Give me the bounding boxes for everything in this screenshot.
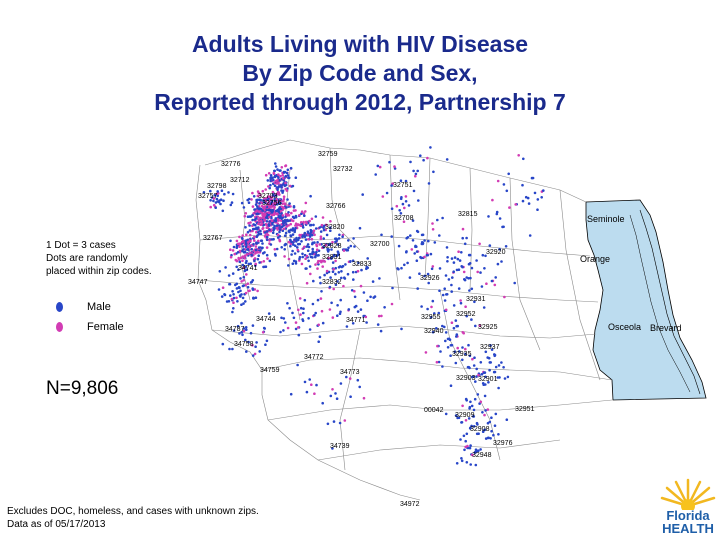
zip-label: 32756 [262,200,282,207]
zip-label: 34741 [238,265,258,272]
zip-label: 32828 [322,243,342,250]
zip-label: 32798 [207,183,227,190]
sun-icon [660,478,716,510]
map-title: Adults Living with HIV Disease By Zip Co… [0,30,720,117]
case-count: N=9,806 [46,378,119,399]
zip-label: 34739 [330,443,350,450]
zip-label: 34773 [340,369,360,376]
zip-label: 34759 [260,367,280,374]
zip-label: 32759 [318,151,338,158]
zip-label: 34972 [400,501,420,508]
zip-label: 32766 [326,203,346,210]
zip-label: 32955 [421,314,441,321]
legend-female: Female [56,321,124,333]
zip-label: 32757 [198,193,218,200]
logo-word-health: HEALTH [662,521,714,536]
zip-label: 34787 [225,326,245,333]
coastline [639,209,701,395]
zip-label: 32920 [486,249,506,256]
zip-label: 32708 [394,215,414,222]
county-label-orange: Orange [580,254,610,264]
zip-label: 00042 [424,407,444,414]
zip-label: 32925 [478,324,498,331]
zip-label: 32948 [472,452,492,459]
zip-label: 32931 [466,296,486,303]
zip-label: 32831 [322,254,342,261]
zip-label: 32751 [393,182,413,189]
zip-label: 34744 [256,316,276,323]
florida-health-logo: Florida HEALTH [659,476,717,536]
title-line-1: Adults Living with HIV Disease [191,31,529,57]
zip-label: 32820 [325,224,345,231]
zip-label: 32901 [478,376,498,383]
legend-note-line-2: Dots are randomly [46,253,128,264]
zip-label: 34772 [304,354,324,361]
zip-label: 32903 [456,375,476,382]
zip-label: 32703 [258,193,278,200]
legend-note-line-1: 1 Dot = 3 cases [46,240,116,251]
zip-label: 32732 [333,166,353,173]
footer-note: Excludes DOC, homeless, and cases with u… [7,505,259,531]
lagoon-line [629,214,691,393]
zip-label: 32940 [424,328,444,335]
zip-label: 32767 [203,235,223,242]
zip-label: 32833 [352,261,372,268]
zip-label: 32952 [456,311,476,318]
zip-label: 32815 [458,211,478,218]
case-dots [202,146,545,467]
zip-label: 32908 [470,426,490,433]
zip-label: 32951 [515,406,535,413]
legend-male-label: Male [87,301,111,313]
zip-label: 34771 [346,317,366,324]
county-label-osceola: Osceola [608,322,641,332]
zip-label: 32832 [322,279,342,286]
zip-label: 32926 [420,275,440,282]
legend-female-label: Female [87,321,124,333]
legend-note: 1 Dot = 3 cases Dots are randomly placed… [46,239,152,278]
title-line-3: Reported through 2012, Partnership 7 [154,89,566,115]
female-dot-icon [56,322,63,332]
logo-word-florida: Florida [666,508,710,523]
footer-line-2: Data as of 05/17/2013 [7,519,106,530]
legend-male: Male [56,301,111,313]
zip-label: 34758 [234,341,254,348]
county-label-seminole: Seminole [587,214,625,224]
zip-label: 32937 [480,344,500,351]
male-dot-icon [56,302,63,312]
brevard-county-region [585,199,707,401]
zip-label: 32935 [452,351,472,358]
zip-label: 32700 [370,241,390,248]
county-label-brevard: Brevard [650,323,682,333]
zip-label: 32712 [230,177,250,184]
title-line-2: By Zip Code and Sex, [242,60,478,86]
zip-label: 32776 [221,161,241,168]
zip-label: 34747 [188,279,208,286]
zip-label: 32909 [455,412,475,419]
zip-label: 32976 [493,440,513,447]
legend-note-line-3: placed within zip codes. [46,266,152,277]
footer-line-1: Excludes DOC, homeless, and cases with u… [7,506,259,517]
